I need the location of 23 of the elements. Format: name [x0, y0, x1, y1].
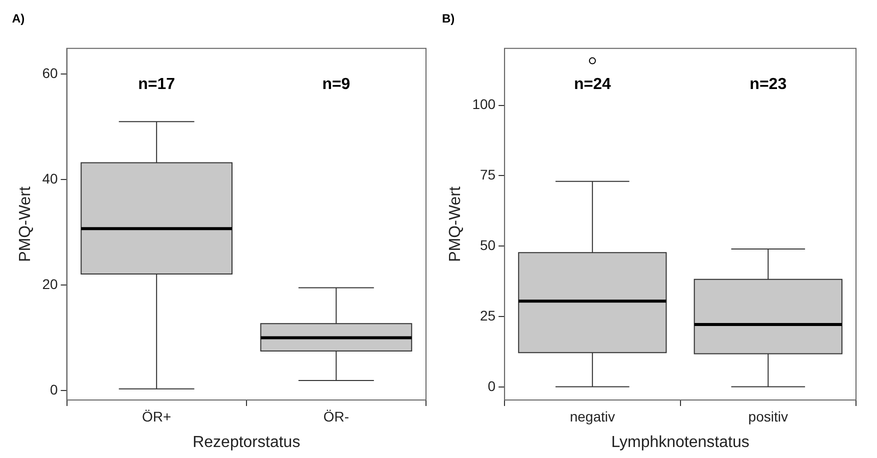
- chart-title: A): [12, 12, 25, 26]
- y-tick-label: 25: [480, 307, 496, 324]
- x-tick-label: positiv: [748, 408, 788, 424]
- annotation: n=23: [750, 76, 787, 93]
- x-tick-label: ÖR+: [142, 408, 172, 424]
- y-axis-title: PMQ-Wert: [447, 186, 464, 262]
- x-axis-title: Rezeptorstatus: [192, 434, 300, 451]
- y-tick-label: 100: [472, 96, 496, 112]
- y-tick-label: 0: [488, 378, 496, 394]
- y-tick-label: 0: [50, 381, 58, 398]
- annotation: n=24: [574, 76, 611, 93]
- x-tick-label: ÖR-: [323, 408, 350, 424]
- y-tick-label: 60: [42, 65, 58, 82]
- annotation: n=17: [138, 76, 176, 93]
- y-tick-label: 50: [480, 237, 496, 254]
- y-tick-label: 75: [480, 166, 496, 183]
- y-tick-label: 20: [42, 276, 58, 292]
- x-axis-title: Lymphknotenstatus: [611, 434, 750, 451]
- y-axis-title: PMQ-Wert: [17, 186, 34, 262]
- chart-title: B): [442, 12, 455, 26]
- y-tick-label: 40: [42, 170, 58, 187]
- x-tick-label: negativ: [570, 408, 615, 424]
- annotation: n=9: [322, 76, 350, 93]
